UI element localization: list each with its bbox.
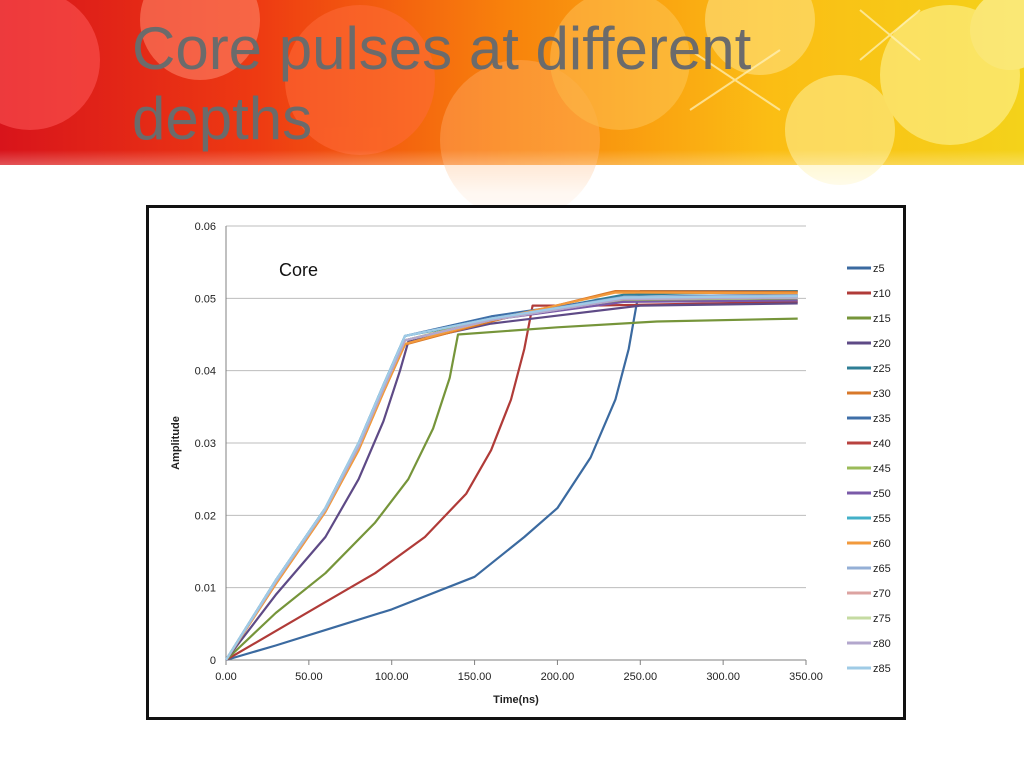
x-tick-label: 150.00 — [458, 671, 492, 683]
y-tick-label: 0.06 — [195, 221, 216, 233]
series-line-z50 — [225, 299, 798, 661]
legend-label-z10: z10 — [873, 288, 891, 300]
legend-label-z5: z5 — [873, 263, 885, 275]
series-line-z20 — [225, 302, 798, 661]
series-line-z85 — [225, 295, 798, 661]
x-tick-label: 300.00 — [706, 671, 740, 683]
legend-label-z15: z15 — [873, 313, 891, 325]
legend-label-z80: z80 — [873, 638, 891, 650]
legend-label-z65: z65 — [873, 563, 891, 575]
legend-label-z60: z60 — [873, 538, 891, 550]
series-line-z15 — [225, 317, 798, 661]
series-lines — [225, 290, 798, 662]
x-tick-label: 50.00 — [295, 671, 323, 683]
y-tick-label: 0.02 — [195, 510, 216, 522]
series-line-z70 — [225, 295, 798, 661]
legend-label-z75: z75 — [873, 613, 891, 625]
y-tick-label: 0.01 — [195, 583, 216, 595]
legend-label-z35: z35 — [873, 413, 891, 425]
legend-label-z20: z20 — [873, 338, 891, 350]
legend-label-z40: z40 — [873, 438, 891, 450]
series-line-z35 — [225, 293, 798, 661]
legend-label-z45: z45 — [873, 463, 891, 475]
bokeh-circles — [0, 0, 1024, 220]
legend: z5 z10 z15 z20 z25 z30 z35 z40 z45 z50 z55 z60 z65 z7… — [847, 263, 891, 675]
series-line-z60 — [225, 291, 798, 661]
y-tick-label: 0.05 — [195, 293, 216, 305]
series-line-z10 — [225, 300, 798, 661]
legend-label-z30: z30 — [873, 388, 891, 400]
series-line-z5 — [225, 290, 798, 662]
legend-label-z50: z50 — [873, 488, 891, 500]
axes: 0 0.01 0.02 0.03 0.04 0.05 0.06 0.00 50.00 100.00… — [195, 221, 823, 683]
x-tick-label: 0.00 — [215, 671, 236, 683]
line-chart: 0 0.01 0.02 0.03 0.04 0.05 0.06 0.00 50.00 100.00… — [170, 221, 891, 706]
x-axis-title: Time(ns) — [493, 694, 539, 706]
legend-label-z85: z85 — [873, 663, 891, 675]
chart-frame: 0 0.01 0.02 0.03 0.04 0.05 0.06 0.00 50.00 100.00… — [146, 205, 906, 720]
y-tick-label: 0.03 — [195, 438, 216, 450]
legend-label-z70: z70 — [873, 588, 891, 600]
legend-label-z55: z55 — [873, 513, 891, 525]
y-tick-label: 0.04 — [195, 366, 216, 378]
series-line-z25 — [225, 290, 798, 661]
x-tick-label: 200.00 — [541, 671, 575, 683]
x-tick-label: 100.00 — [375, 671, 409, 683]
chart-annotation: Core — [279, 260, 318, 280]
legend-label-z25: z25 — [873, 363, 891, 375]
series-line-z45 — [225, 298, 798, 661]
x-tick-label: 350.00 — [789, 671, 823, 683]
slide-title: Core pulses at different depths — [132, 15, 752, 152]
gridlines — [226, 225, 806, 589]
series-line-z75 — [225, 296, 798, 661]
sparkle-lines — [689, 9, 921, 111]
series-line-z80 — [225, 296, 798, 661]
series-line-z40 — [225, 295, 798, 661]
x-tick-label: 250.00 — [623, 671, 657, 683]
y-tick-label: 0 — [210, 655, 216, 667]
series-line-z30 — [225, 290, 798, 661]
series-line-z65 — [225, 294, 798, 661]
y-axis-title: Amplitude — [170, 416, 182, 470]
series-line-z55 — [225, 295, 798, 661]
